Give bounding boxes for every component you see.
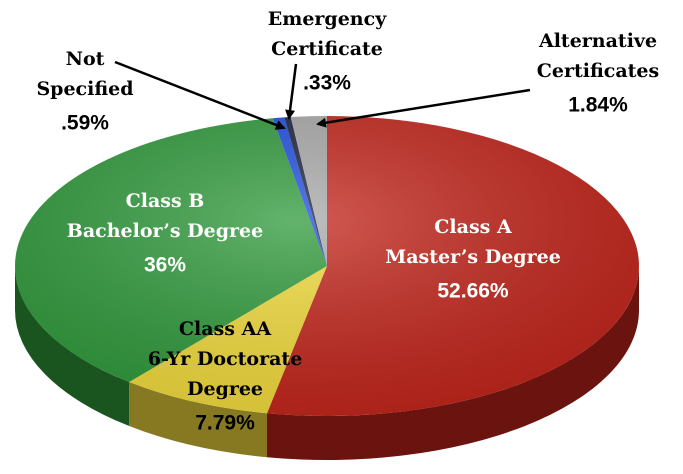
value-label: 36% [144, 254, 186, 277]
slice-label: Alternative [538, 30, 657, 52]
slice-label: Class AA [179, 318, 271, 340]
slice-label: Class B [126, 190, 205, 212]
slice-label: Bachelor’s Degree [67, 220, 263, 242]
value-label: 7.79% [195, 412, 255, 435]
slice-label: Degree [187, 378, 263, 400]
leader-arrow [316, 88, 531, 128]
value-label: 52.66% [437, 280, 509, 303]
value-label: .33% [303, 72, 351, 95]
leader-arrow [114, 60, 286, 130]
value-label: .59% [61, 112, 109, 135]
slice-label: Certificates [537, 60, 659, 82]
value-label: 1.84% [568, 94, 628, 117]
slice-label: Certificate [271, 38, 383, 60]
slice-label: 6-Yr Doctorate [148, 348, 303, 370]
leader-arrow [285, 63, 298, 120]
slice-label: Emergency [268, 8, 387, 30]
slice-label: Not [66, 48, 105, 70]
slice-label: Specified [36, 78, 133, 100]
labels: Class A Master’s Degree 52.66% Class AA 6-Yr… [36, 8, 659, 435]
slice-label: Master’s Degree [385, 246, 561, 268]
slice-label: Class A [434, 216, 512, 238]
